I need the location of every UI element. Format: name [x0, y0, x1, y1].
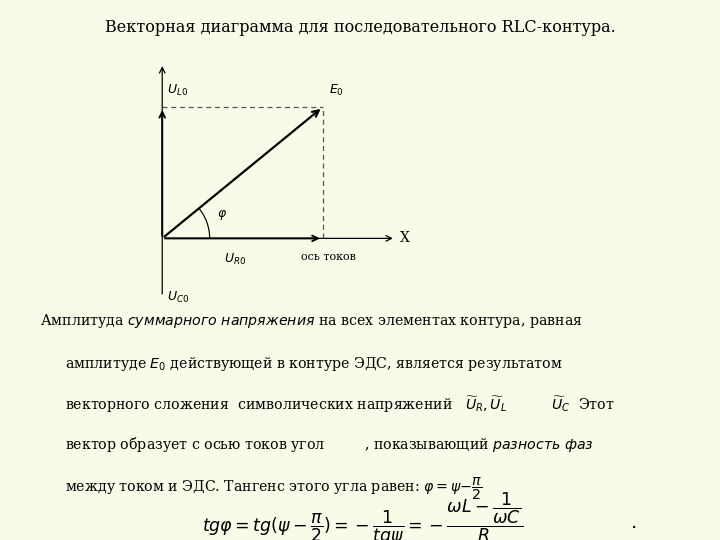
- Text: между током и ЭДС. Тангенс этого угла равен: $\varphi{=}\psi{-}\dfrac{\pi}{2}$: между током и ЭДС. Тангенс этого угла ра…: [65, 476, 482, 502]
- Text: X: X: [400, 232, 410, 245]
- Text: $tg\varphi = tg(\psi - \dfrac{\pi}{2}) = -\dfrac{1}{tg\psi} = -\dfrac{\omega L -: $tg\varphi = tg(\psi - \dfrac{\pi}{2}) =…: [202, 490, 523, 540]
- Text: $\varphi$: $\varphi$: [217, 208, 227, 222]
- Text: амплитуде $E_0$ действующей в контуре ЭДС, является результатом: амплитуде $E_0$ действующей в контуре ЭД…: [65, 355, 562, 373]
- Text: векторного сложения  символических напряжений   $\widetilde{U}_R,\widetilde{U}_L: векторного сложения символических напряж…: [65, 395, 614, 415]
- Text: $.$: $.$: [630, 515, 636, 532]
- Text: Векторная диаграмма для последовательного RLC-контура.: Векторная диаграмма для последовательног…: [104, 19, 616, 36]
- Text: $U_{R0}$: $U_{R0}$: [224, 252, 246, 267]
- Text: вектор образует с осью токов угол         , показывающий $\mathit{разность\ фаз}: вектор образует с осью токов угол , пока…: [65, 435, 594, 455]
- Text: $U_{C0}$: $U_{C0}$: [166, 289, 189, 305]
- Text: $E_0$: $E_0$: [328, 83, 343, 98]
- Text: $U_{L0}$: $U_{L0}$: [166, 83, 188, 98]
- Text: Амплитуда $\mathit{суммарного\ напряжения}$ на всех элементах контура, равная: Амплитуда $\mathit{суммарного\ напряжени…: [40, 312, 582, 330]
- Text: ось токов: ось токов: [301, 252, 356, 261]
